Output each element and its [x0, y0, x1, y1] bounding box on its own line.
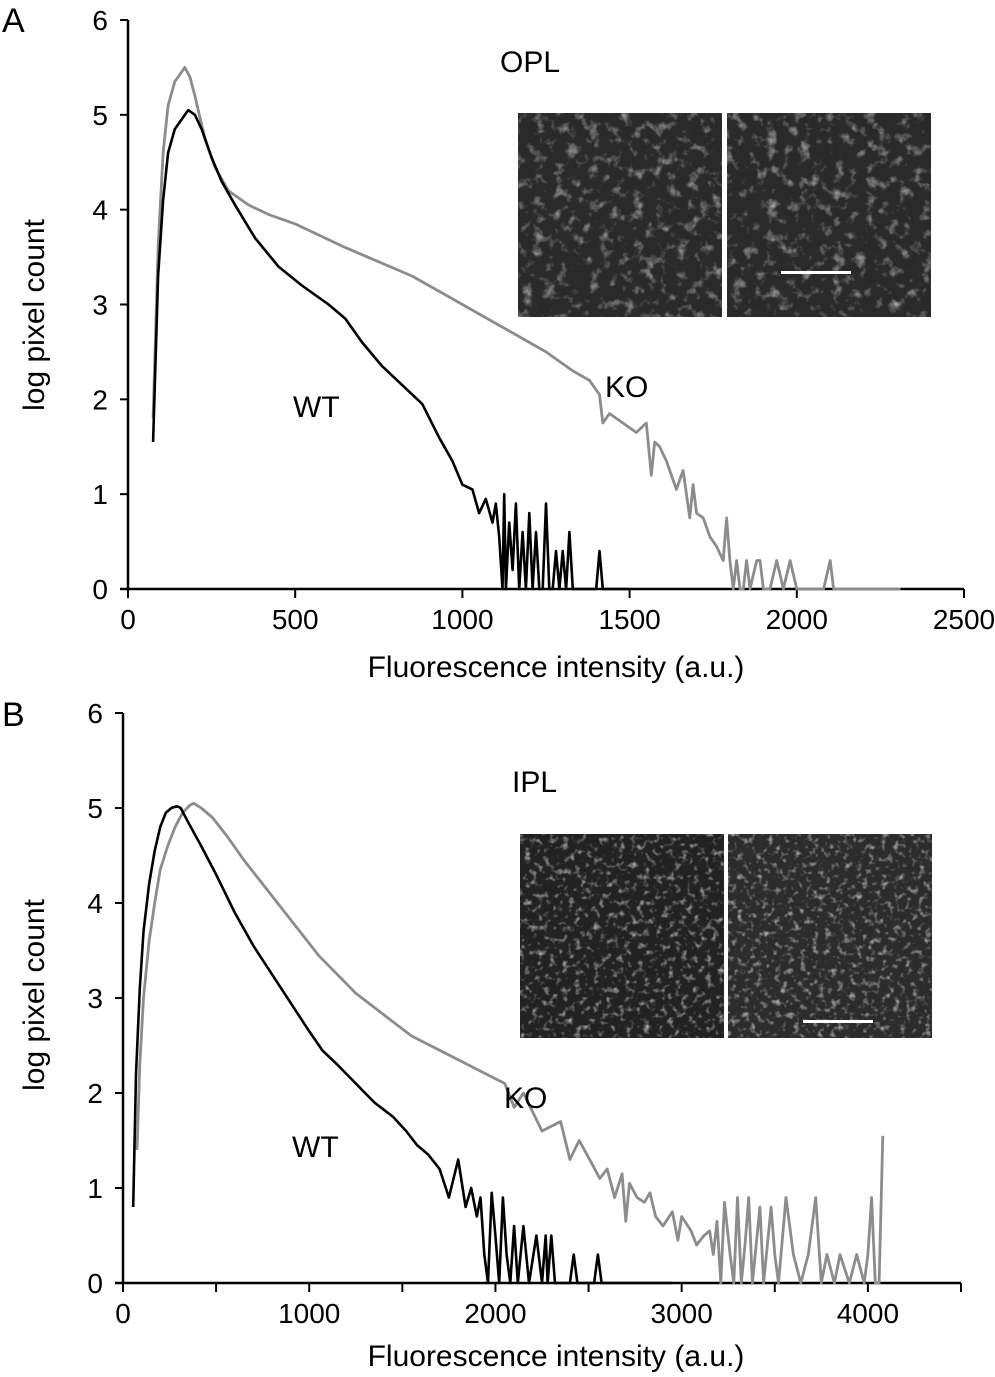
panel-b-x-tick-label: 3000 — [651, 1298, 713, 1329]
panel-a-x-tick-label: 1000 — [431, 604, 493, 635]
panel-b-x-tick-label: 2000 — [464, 1298, 526, 1329]
panel-b-y-tick-label: 3 — [87, 983, 103, 1014]
panel-b-inset — [520, 834, 932, 1038]
panel-a-y-tick-label: 1 — [92, 479, 108, 510]
panel-b-inset-wt-texture — [520, 834, 724, 1038]
panel-a-y-tick-label: 0 — [92, 574, 108, 605]
panel-a-x-tick-label: 1500 — [598, 604, 660, 635]
panel-a-x-tick-label: 2000 — [766, 604, 828, 635]
panel-a-inset-label: OPL — [500, 46, 560, 79]
panel-a-series-ko-line — [151, 66, 901, 591]
panel-b-x-tick-label: 0 — [115, 1298, 131, 1329]
panel-b-y-axis-title: log pixel count — [18, 898, 51, 1090]
panel-a-series — [151, 66, 901, 591]
panel-b-series-wt-line — [131, 804, 673, 1285]
panel-b: B IPL 0 1 2 3 4 5 6 0 1000 2000 3000 4000 WT KO Flu… — [2, 696, 962, 1373]
panel-b-scale-bar — [803, 1020, 873, 1023]
panel-a-y-tick-label: 6 — [92, 5, 108, 36]
panel-a-series-wt-line — [151, 108, 630, 591]
panel-a-axes: 0 1 2 3 4 5 6 0 500 1000 1500 2000 2500 — [92, 5, 995, 635]
panel-b-series-ko-line — [135, 801, 885, 1285]
panel-a-y-tick-label: 2 — [92, 384, 108, 415]
panel-a-inset-wt-texture — [518, 113, 722, 317]
panel-a-wt-label: WT — [293, 391, 340, 424]
panel-a-x-tick-label: 2500 — [933, 604, 995, 635]
panel-a-ko-label: KO — [605, 371, 648, 404]
panel-b-y-tick-label: 2 — [87, 1078, 103, 1109]
panel-a-inset — [518, 113, 931, 317]
panel-b-wt-label: WT — [292, 1131, 339, 1164]
panel-b-y-tick-label: 6 — [87, 698, 103, 729]
panel-a-y-tick-label: 3 — [92, 290, 108, 321]
panel-a-scale-bar — [781, 271, 851, 274]
panel-a-x-tick-label: 0 — [120, 604, 136, 635]
panel-b-x-axis-title: Fluorescence intensity (a.u.) — [368, 1340, 745, 1373]
panel-a-letter: A — [2, 2, 25, 40]
panel-b-ko-label: KO — [504, 1082, 547, 1115]
panel-b-y-tick-label: 4 — [87, 888, 103, 919]
panel-a-y-tick-label: 5 — [92, 100, 108, 131]
panel-b-x-tick-label: 4000 — [837, 1298, 899, 1329]
panel-b-inset-ko-texture — [728, 834, 932, 1038]
panel-b-y-tick-label: 5 — [87, 793, 103, 824]
panel-a-x-axis-title: Fluorescence intensity (a.u.) — [368, 651, 745, 684]
panel-b-y-tick-label: 1 — [87, 1173, 103, 1204]
panel-a-y-axis-title: log pixel count — [18, 218, 51, 410]
panel-b-x-tick-label: 1000 — [278, 1298, 340, 1329]
panel-a-y-tick-label: 4 — [92, 195, 108, 226]
panel-b-inset-label: IPL — [512, 766, 557, 799]
panel-b-y-tick-label: 0 — [87, 1268, 103, 1299]
panel-b-series — [131, 801, 885, 1285]
panel-a-x-tick-label: 500 — [272, 604, 319, 635]
panel-b-letter: B — [2, 696, 25, 734]
panel-a-inset-ko-texture — [727, 113, 931, 317]
